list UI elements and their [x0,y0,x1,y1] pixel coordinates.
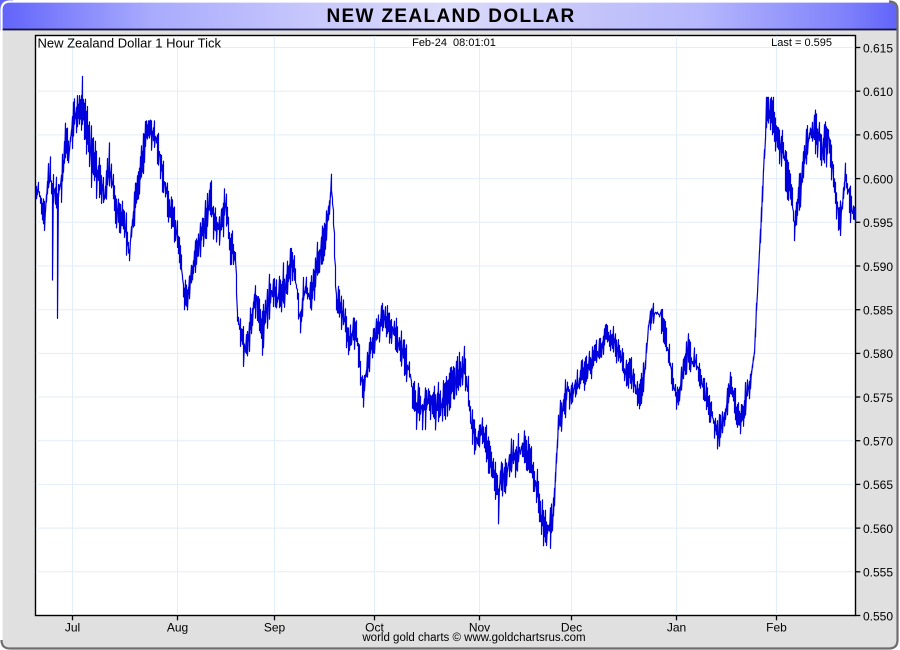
svg-text:Oct: Oct [365,621,384,635]
svg-text:Jul: Jul [65,621,80,635]
svg-text:0.585: 0.585 [863,304,893,318]
svg-text:0.575: 0.575 [863,391,893,405]
svg-text:Last = 0.595: Last = 0.595 [771,37,832,49]
svg-text:world gold charts © www.goldch: world gold charts © www.goldchartsrus.co… [361,632,585,644]
svg-text:0.595: 0.595 [863,216,893,230]
svg-text:0.600: 0.600 [863,172,893,186]
svg-text:Feb: Feb [766,621,787,635]
svg-text:0.550: 0.550 [863,609,893,623]
svg-text:0.560: 0.560 [863,522,893,536]
svg-text:Sep: Sep [264,621,286,635]
svg-text:0.605: 0.605 [863,129,893,143]
svg-text:0.610: 0.610 [863,85,893,99]
svg-text:0.570: 0.570 [863,435,893,449]
svg-text:0.580: 0.580 [863,347,893,361]
svg-text:0.590: 0.590 [863,260,893,274]
svg-text:NEW ZEALAND DOLLAR: NEW ZEALAND DOLLAR [326,6,575,27]
svg-text:0.555: 0.555 [863,566,893,580]
svg-text:Dec: Dec [561,621,582,635]
svg-text:0.565: 0.565 [863,478,893,492]
svg-text:New Zealand Dollar 1 Hour Tick: New Zealand Dollar 1 Hour Tick [38,36,222,51]
svg-text:Jan: Jan [667,621,686,635]
svg-text:Nov: Nov [469,621,490,635]
svg-text:Feb-24 08:01:01: Feb-24 08:01:01 [412,37,496,49]
svg-text:Aug: Aug [167,621,188,635]
svg-text:0.615: 0.615 [863,41,893,55]
